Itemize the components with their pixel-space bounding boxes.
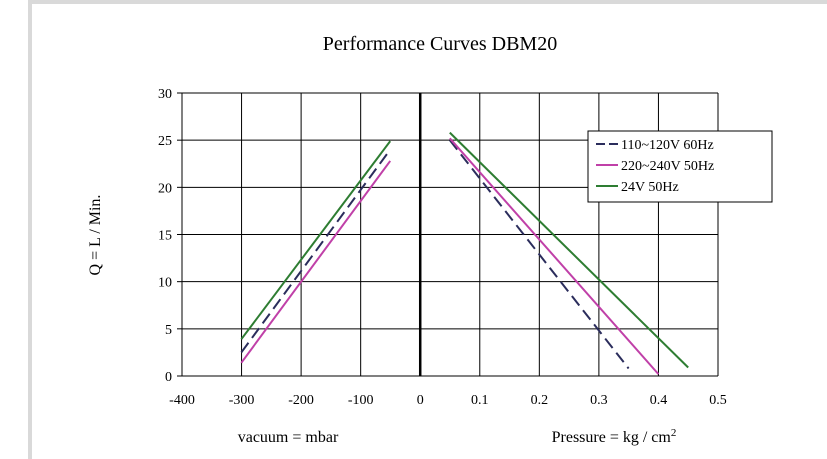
- y-tick-label: 25: [158, 134, 172, 149]
- legend-box: [587, 130, 773, 203]
- series-line-pressure: [449, 139, 630, 370]
- series-line-pressure: [449, 137, 660, 375]
- legend: 110~120V 60Hz 220~240V 50Hz 24V 50Hz: [587, 130, 773, 203]
- y-tick-label: 0: [165, 370, 172, 385]
- x-tick-label: 0.3: [590, 393, 608, 408]
- x-axis-label-pressure-sup: 2: [671, 427, 677, 439]
- series-line-vacuum: [240, 140, 392, 340]
- x-tick-label: 0.1: [471, 393, 489, 408]
- series-line-vacuum: [240, 160, 392, 364]
- y-tick-label: 15: [158, 229, 172, 244]
- x-tick-label: 0.5: [709, 393, 727, 408]
- legend-label: 220~240V 50Hz: [621, 159, 714, 174]
- x-tick-label: -200: [288, 393, 314, 408]
- legend-label: 110~120V 60Hz: [621, 138, 714, 153]
- y-tick-label: 20: [158, 181, 172, 196]
- x-axis-label-vacuum: vacuum = mbar: [238, 429, 339, 446]
- y-axis-label: Q = L / Min.: [87, 195, 104, 276]
- x-tick-label: -400: [169, 393, 195, 408]
- series-line-pressure: [449, 131, 689, 369]
- y-tick-label: 10: [158, 276, 172, 291]
- frame-border-left: [28, 0, 32, 459]
- chart-title: Performance Curves DBM20: [323, 33, 557, 55]
- x-axis-label-pressure-main: Pressure = kg / cm: [552, 429, 672, 446]
- frame-border-top: [28, 0, 827, 4]
- x-tick-label: 0.4: [650, 393, 668, 408]
- series-lines: [240, 131, 689, 375]
- y-tick-label: 5: [165, 323, 172, 338]
- x-axis-label-pressure: Pressure = kg / cm2: [552, 427, 677, 446]
- x-tick-label: 0.2: [531, 393, 549, 408]
- series-line-vacuum: [240, 149, 392, 354]
- x-tick-label: 0: [417, 393, 424, 408]
- y-tick-label: 30: [158, 87, 172, 102]
- axis-ticks: 0 5 10 15 20 25 30 -400 -300 -200 -100 0 0.1 0.2 0.3 0.…: [158, 87, 727, 408]
- x-tick-label: -300: [229, 393, 255, 408]
- legend-label: 24V 50Hz: [621, 180, 679, 195]
- x-tick-label: -100: [348, 393, 374, 408]
